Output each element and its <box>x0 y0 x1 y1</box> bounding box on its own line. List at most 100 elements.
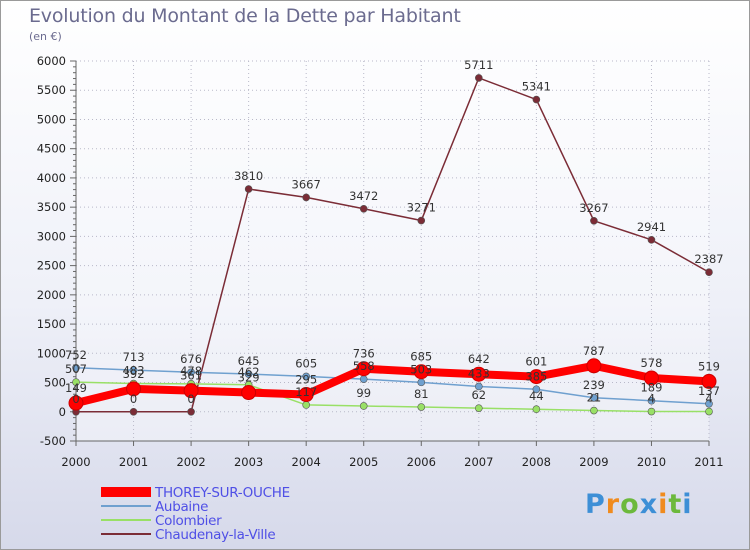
data-point <box>413 364 429 380</box>
data-point <box>647 396 656 405</box>
series-line-2 <box>75 381 710 413</box>
y-tick-label: -500 <box>40 434 66 448</box>
data-label: 21 <box>587 391 602 405</box>
y-tick-label: 3500 <box>37 200 66 214</box>
data-point <box>68 395 84 411</box>
data-label: 0 <box>130 392 137 406</box>
data-point <box>705 268 713 277</box>
data-point <box>417 403 426 411</box>
data-label: 0 <box>187 392 194 406</box>
data-point <box>241 385 257 401</box>
legend-swatch-aubaine <box>101 505 151 507</box>
data-point <box>586 358 602 374</box>
data-label: 385 <box>525 369 547 383</box>
data-label: 558 <box>353 359 375 373</box>
x-tick-label: 2006 <box>407 455 436 469</box>
data-point <box>590 406 598 415</box>
x-tick-label: 2011 <box>694 455 723 469</box>
data-label: 3271 <box>407 201 436 215</box>
data-point <box>532 95 541 104</box>
x-tick-label: 2000 <box>61 455 90 469</box>
data-label: 433 <box>468 366 490 380</box>
data-label: 361 <box>180 369 202 383</box>
y-tick-label: 2000 <box>37 288 66 302</box>
x-tick-label: 2001 <box>119 455 148 469</box>
data-label: 117 <box>295 385 317 399</box>
data-point <box>129 407 138 416</box>
legend-label: Chaudenay-la-Ville <box>155 527 276 543</box>
data-label: 462 <box>238 365 260 379</box>
data-point <box>528 369 544 385</box>
data-point <box>417 378 426 387</box>
data-label: 713 <box>123 350 145 364</box>
chart-subtitle: (en €) <box>29 30 62 43</box>
data-point <box>359 204 368 213</box>
data-label: 137 <box>698 384 720 398</box>
data-label: 3267 <box>579 201 608 215</box>
x-tick-label: 2003 <box>234 455 263 469</box>
data-label: 478 <box>180 364 202 378</box>
data-label: 507 <box>65 362 87 376</box>
data-point <box>244 370 253 378</box>
x-tick-label: 2004 <box>292 455 321 469</box>
data-point <box>298 387 314 403</box>
data-label: 239 <box>583 378 605 392</box>
brand-logo: Proxiti <box>585 489 693 520</box>
data-label: 752 <box>65 348 87 362</box>
series-line-3 <box>75 77 710 413</box>
y-tick-label: 1000 <box>37 346 66 360</box>
x-tick-label: 2002 <box>176 455 205 469</box>
data-label: 503 <box>410 362 432 376</box>
data-label: 4 <box>648 392 655 406</box>
y-tick-label: 5500 <box>37 83 66 97</box>
data-point <box>72 364 80 372</box>
data-point <box>72 378 80 386</box>
y-tick-label: 0 <box>59 405 66 419</box>
data-point <box>532 385 541 394</box>
data-label: 392 <box>123 367 145 381</box>
data-label: 483 <box>123 364 145 378</box>
data-label: 642 <box>468 352 490 366</box>
data-point <box>471 366 487 382</box>
data-point <box>643 370 659 386</box>
data-point <box>417 216 426 225</box>
y-tick-label: 4500 <box>37 142 66 156</box>
data-point <box>302 193 310 202</box>
data-label: 519 <box>698 359 720 373</box>
y-tick-label: 2500 <box>37 259 66 273</box>
y-tick-label: 500 <box>44 376 66 390</box>
data-label: 645 <box>238 354 260 368</box>
data-label: 329 <box>238 371 260 385</box>
data-point <box>187 368 195 377</box>
data-label: 5711 <box>464 58 493 72</box>
data-label: 295 <box>295 373 317 387</box>
data-label: 62 <box>471 388 486 402</box>
data-label: 4 <box>705 392 712 406</box>
data-point <box>356 361 372 377</box>
data-point <box>647 407 656 416</box>
data-label: 99 <box>356 386 371 400</box>
data-label: 676 <box>180 352 202 366</box>
data-label: 787 <box>583 344 605 358</box>
data-point <box>705 407 713 416</box>
data-label: 578 <box>640 356 662 370</box>
data-label: 3667 <box>292 177 321 191</box>
data-label: 605 <box>295 356 317 370</box>
data-label: 3472 <box>349 189 378 203</box>
legend-swatch-thorey <box>101 487 151 497</box>
data-label: 3810 <box>234 169 263 183</box>
data-point <box>359 402 368 410</box>
y-tick-label: 3000 <box>37 229 66 243</box>
legend-swatch-colombier <box>101 519 151 521</box>
series-line-0 <box>72 361 713 408</box>
series-line-1 <box>75 367 710 405</box>
data-point <box>705 399 713 408</box>
data-label: 601 <box>525 355 547 369</box>
legend-label: Aubaine <box>155 499 209 515</box>
x-tick-label: 2010 <box>637 455 666 469</box>
plot-area <box>76 61 709 441</box>
y-tick-label: 6000 <box>37 54 66 68</box>
data-label: 0 <box>72 392 79 406</box>
